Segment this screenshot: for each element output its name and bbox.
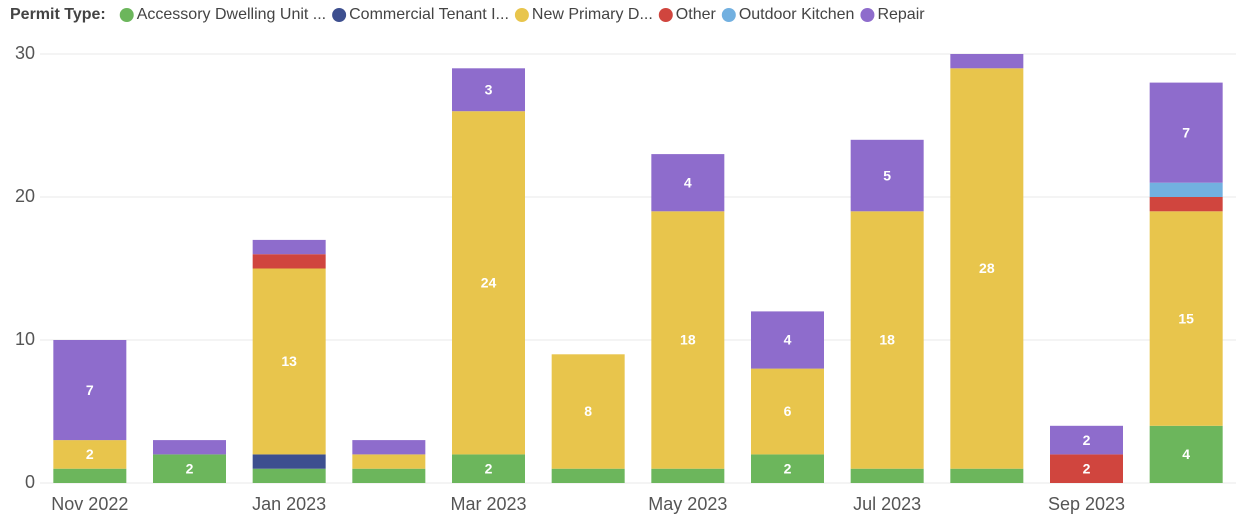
data-label: 28 [979,260,995,276]
legend-label: Repair [877,6,925,23]
legend-marker [658,8,673,22]
bar-segment [850,211,924,469]
bar-segment [452,68,525,112]
bar-segment [651,211,725,469]
legend-marker [514,8,529,22]
legend-marker [332,8,347,22]
bar-segment [1050,454,1123,483]
data-label: 2 [485,460,493,476]
data-label: 2 [1083,460,1091,476]
bar-segment [850,468,924,483]
data-label: 5 [883,167,891,183]
bar-segment [551,468,625,483]
bar-segment [53,440,127,469]
bar-segment [1050,425,1123,455]
bar-segment [53,468,127,483]
bar-segment [1149,197,1223,212]
x-tick-label: Sep 2023 [1048,494,1125,514]
data-label: 18 [680,332,696,348]
bar-segment [252,468,326,483]
data-label: 7 [1182,124,1190,140]
y-tick-label: 30 [15,43,35,63]
bar-segment [252,268,326,455]
bar-segment [950,54,1024,69]
legend-title: Permit Type: [10,6,106,23]
bar-segment [452,454,525,483]
y-tick-label: 20 [15,186,35,206]
data-label: 4 [684,174,692,190]
data-label: 4 [784,332,792,348]
data-label: 4 [1182,446,1190,462]
bar-segment [352,454,426,469]
data-label: 7 [86,382,94,398]
data-label: 13 [281,353,297,369]
data-label: 2 [186,460,194,476]
x-tick-label: Mar 2023 [450,494,526,514]
bar-segment [352,468,426,483]
bar-segment [1149,425,1223,483]
data-label: 2 [1083,432,1091,448]
bar-segment [751,311,824,369]
bar-segment [1149,82,1223,183]
bar-segment [751,368,824,455]
bar-segment [850,139,924,212]
data-label: 15 [1178,310,1194,326]
bar-segment [153,440,226,455]
bar-segment [252,254,326,269]
data-label: 6 [784,403,792,419]
y-tick-label: 0 [25,472,35,492]
legend-label: Commercial Tenant I... [349,6,509,23]
bar-segment [252,454,326,469]
bar-segment [651,154,725,212]
data-label: 18 [879,332,895,348]
bar-segment [53,340,127,441]
data-label: 2 [86,446,94,462]
legend-label: Outdoor Kitchen [739,6,855,23]
bar-segment [252,239,326,255]
x-tick-label: Nov 2022 [51,494,128,514]
legend-label: Other [676,6,717,23]
bar-segment [751,454,824,483]
bar-segment [551,354,625,469]
x-tick-label: Jan 2023 [252,494,326,514]
bar-segment [950,68,1024,469]
x-tick-label: Jul 2023 [853,494,921,514]
legend-marker [860,8,875,22]
x-tick-label: May 2023 [648,494,727,514]
data-label: 2 [784,460,792,476]
legend-label: New Primary D... [532,6,653,23]
bar-segment [352,440,426,455]
bar-segment [1149,211,1223,426]
data-label: 24 [481,275,497,291]
bar-segment [1149,182,1223,197]
legend-marker [119,8,134,22]
bar-segment [651,468,725,483]
data-label: 3 [485,81,493,97]
bar-segment [153,454,226,483]
legend-marker [721,8,736,22]
y-tick-label: 10 [15,329,35,349]
legend-label: Accessory Dwelling Unit ... [137,6,326,23]
data-label: 8 [584,403,592,419]
bar-segment [950,468,1024,483]
bar-segment [452,111,525,455]
